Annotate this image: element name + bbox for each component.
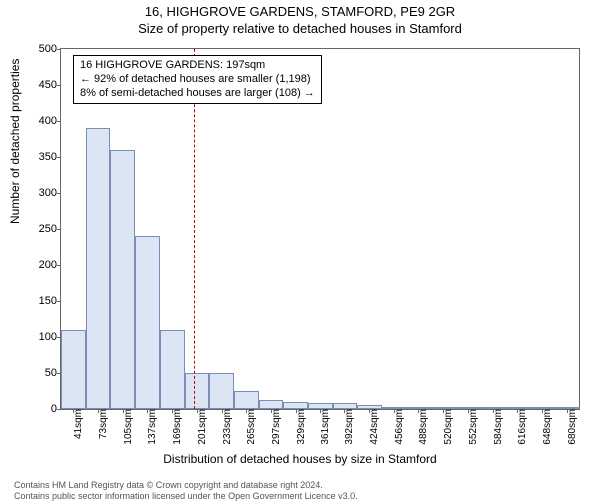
histogram-bar	[506, 407, 531, 409]
x-tick-label: 265sqm	[242, 409, 257, 445]
footer-line2: Contains public sector information licen…	[14, 491, 358, 502]
title-main: 16, HIGHGROVE GARDENS, STAMFORD, PE9 2GR	[0, 4, 600, 19]
x-tick-mark	[493, 409, 494, 413]
histogram-bar	[530, 407, 555, 409]
histogram-bar	[555, 407, 580, 409]
x-tick-label: 169sqm	[168, 409, 183, 445]
x-tick-mark	[73, 409, 74, 413]
x-tick-label: 105sqm	[119, 409, 134, 445]
x-tick-mark	[443, 409, 444, 413]
x-tick-mark	[567, 409, 568, 413]
histogram-bar	[283, 402, 308, 409]
y-tick-mark	[57, 193, 61, 194]
x-tick-mark	[394, 409, 395, 413]
x-tick-label: 137sqm	[143, 409, 158, 445]
x-tick-label: 73sqm	[94, 409, 109, 439]
annotation-line1: 16 HIGHGROVE GARDENS: 197sqm	[80, 59, 315, 73]
histogram-bar	[308, 403, 333, 409]
x-tick-mark	[369, 409, 370, 413]
x-tick-label: 424sqm	[365, 409, 380, 445]
footer-line1: Contains HM Land Registry data © Crown c…	[14, 480, 358, 491]
histogram-bar	[407, 407, 432, 409]
y-tick-mark	[57, 85, 61, 86]
histogram-bar	[456, 407, 481, 409]
annotation-line2: ← 92% of detached houses are smaller (1,…	[80, 73, 315, 87]
x-tick-mark	[320, 409, 321, 413]
x-tick-label: 361sqm	[316, 409, 331, 445]
x-tick-label: 201sqm	[193, 409, 208, 445]
title-sub: Size of property relative to detached ho…	[0, 21, 600, 36]
x-tick-label: 616sqm	[513, 409, 528, 445]
x-tick-mark	[98, 409, 99, 413]
y-axis-label: Number of detached properties	[8, 59, 22, 224]
annotation-box: 16 HIGHGROVE GARDENS: 197sqm ← 92% of de…	[73, 55, 322, 104]
y-tick-mark	[57, 301, 61, 302]
x-tick-mark	[246, 409, 247, 413]
x-tick-mark	[517, 409, 518, 413]
histogram-bar	[481, 407, 506, 409]
x-tick-mark	[296, 409, 297, 413]
histogram-bar	[160, 330, 185, 409]
x-tick-mark	[123, 409, 124, 413]
y-tick-mark	[57, 157, 61, 158]
histogram-bar	[135, 236, 160, 409]
x-axis-label: Distribution of detached houses by size …	[0, 452, 600, 466]
histogram-bar	[61, 330, 86, 409]
x-tick-label: 456sqm	[390, 409, 405, 445]
histogram-bar	[209, 373, 234, 409]
x-tick-label: 648sqm	[538, 409, 553, 445]
x-tick-label: 680sqm	[563, 409, 578, 445]
y-tick-mark	[57, 121, 61, 122]
x-tick-mark	[172, 409, 173, 413]
x-tick-label: 584sqm	[489, 409, 504, 445]
annotation-line3: 8% of semi-detached houses are larger (1…	[80, 87, 315, 101]
x-tick-mark	[147, 409, 148, 413]
histogram-bar	[234, 391, 259, 409]
histogram-bar	[357, 405, 382, 409]
x-tick-label: 392sqm	[340, 409, 355, 445]
x-tick-label: 329sqm	[292, 409, 307, 445]
x-tick-mark	[344, 409, 345, 413]
x-tick-mark	[468, 409, 469, 413]
footer-attribution: Contains HM Land Registry data © Crown c…	[14, 480, 358, 502]
histogram-bar	[333, 403, 358, 409]
histogram-bar	[382, 407, 407, 409]
chart-container: 16, HIGHGROVE GARDENS, STAMFORD, PE9 2GR…	[0, 4, 600, 504]
plot-area: 05010015020025030035040045050041sqm73sqm…	[60, 48, 580, 410]
x-tick-label: 520sqm	[439, 409, 454, 445]
x-tick-label: 552sqm	[464, 409, 479, 445]
x-tick-mark	[418, 409, 419, 413]
x-tick-mark	[197, 409, 198, 413]
x-tick-mark	[222, 409, 223, 413]
x-tick-mark	[271, 409, 272, 413]
histogram-bar	[185, 373, 210, 409]
x-tick-label: 488sqm	[414, 409, 429, 445]
y-tick-mark	[57, 229, 61, 230]
histogram-bar	[86, 128, 111, 409]
y-tick-mark	[57, 265, 61, 266]
y-tick-mark	[57, 409, 61, 410]
histogram-bar	[110, 150, 135, 409]
histogram-bar	[259, 400, 284, 409]
histogram-bar	[432, 407, 457, 409]
x-tick-label: 233sqm	[218, 409, 233, 445]
x-tick-label: 41sqm	[69, 409, 84, 439]
x-tick-mark	[542, 409, 543, 413]
y-tick-mark	[57, 49, 61, 50]
x-tick-label: 297sqm	[267, 409, 282, 445]
